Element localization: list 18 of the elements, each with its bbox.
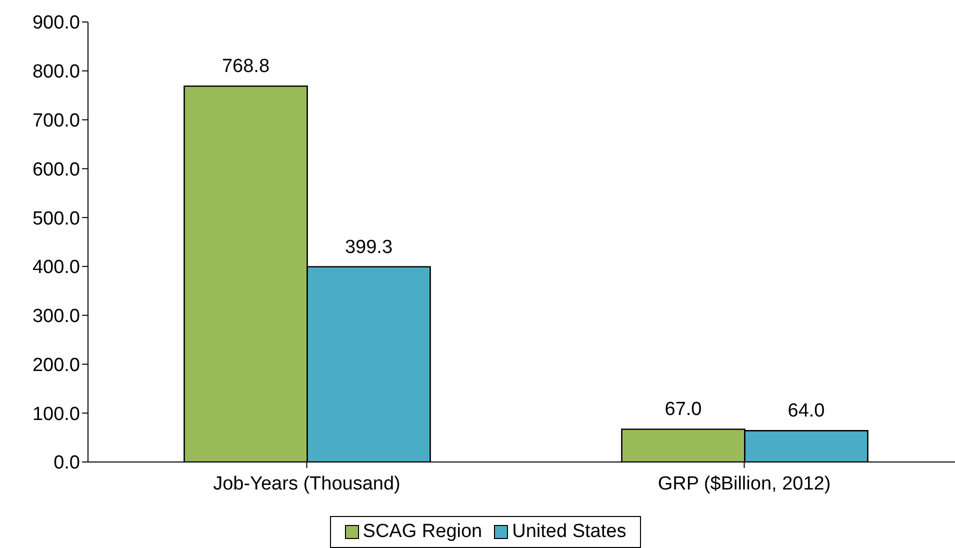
x-tick-label: Job-Years (Thousand) bbox=[213, 473, 400, 494]
y-tick-label: 800.0 bbox=[32, 62, 80, 83]
legend-label: SCAG Region bbox=[362, 521, 482, 543]
data-label: 399.3 bbox=[344, 236, 393, 258]
data-label: 768.8 bbox=[222, 56, 270, 78]
data-label: 67.0 bbox=[664, 399, 702, 420]
y-tick-label: 700.0 bbox=[32, 110, 80, 132]
y-tick-label: 300.0 bbox=[32, 306, 80, 328]
y-tick-label: 0.0 bbox=[54, 452, 80, 474]
data-label: 64.0 bbox=[788, 400, 825, 422]
y-tick-label: 200.0 bbox=[32, 354, 80, 376]
y-tick-label: 100.0 bbox=[32, 404, 80, 425]
y-tick-label: 400.0 bbox=[32, 257, 80, 278]
x-tick-label: GRP ($Billion, 2012) bbox=[658, 473, 831, 494]
legend-label: United States bbox=[511, 521, 626, 543]
y-tick-label: 600.0 bbox=[32, 159, 80, 180]
y-tick-label: 900.0 bbox=[32, 12, 80, 34]
y-tick-label: 500.0 bbox=[32, 208, 80, 230]
